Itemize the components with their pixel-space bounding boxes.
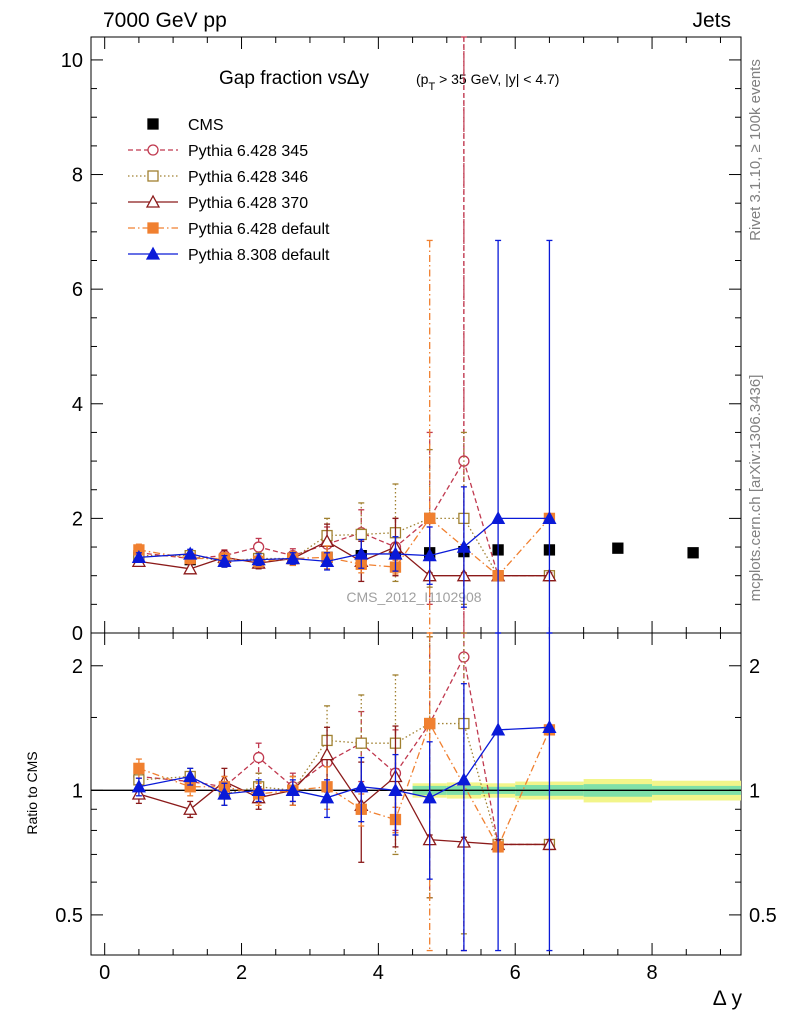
series-line: [138, 459, 550, 577]
data-point: [456, 539, 471, 553]
ratio-y-tick-label-right: 0.5: [749, 905, 777, 927]
data-point: [388, 546, 403, 560]
main-plot-title: Gap fraction vsΔy: [219, 68, 369, 89]
series-pythia-6-428-370: [131, 517, 557, 583]
data-point: [687, 547, 699, 559]
y-tick-label: 4: [72, 394, 83, 416]
legend-label: Pythia 6.428 default: [188, 221, 330, 238]
data-point: [612, 542, 624, 554]
series-line: [138, 540, 550, 577]
ratio-data-point: [456, 772, 471, 786]
y-tick-label: 0: [72, 623, 83, 645]
data-point: [285, 551, 300, 565]
y-tick-label: 10: [61, 50, 83, 72]
ratio-data-point: [388, 782, 403, 796]
ratio-series: [131, 632, 557, 952]
ratio-data-point: [217, 786, 232, 800]
ratio-plot-panel: 0.5 0.5 1 1 2 2 0 2 4 6 8 Ratio to CMS Δ y: [24, 632, 777, 1010]
ratio-data-point: [131, 779, 146, 793]
ratio-data-point: [285, 782, 300, 796]
ratio-y-tick-label: 2: [72, 656, 83, 678]
legend-marker: [147, 144, 159, 156]
legend-entry-pythia-6-428-345: Pythia 6.428 345: [128, 143, 308, 160]
ratio-data-point: [354, 779, 369, 793]
data-point: [252, 541, 265, 553]
legend-label: CMS: [188, 117, 224, 134]
legend-entry-pythia-8-308-default: Pythia 8.308 default: [128, 246, 330, 264]
ratio-series-pythia-8-308-default: [131, 632, 557, 952]
legend-label: Pythia 6.428 346: [188, 169, 308, 186]
data-point: [491, 511, 506, 525]
ratio-data-point: [183, 801, 198, 815]
ratio-data-point: [422, 790, 437, 804]
series-line: [138, 517, 550, 563]
ratio-series-line: [138, 753, 550, 846]
ratio-data-point: [355, 737, 367, 749]
ratio-y-tick-label: 0.5: [55, 905, 83, 927]
data-point: [131, 549, 146, 564]
ratio-series-line: [138, 722, 550, 846]
ratio-series-line: [138, 654, 550, 846]
ratio-data-point: [424, 717, 436, 730]
ratio-y-tick-label-right: 2: [749, 656, 760, 678]
x-tick-label: 8: [646, 962, 657, 984]
x-tick-label: 2: [236, 962, 247, 984]
data-point: [355, 528, 367, 541]
ratio-data-point: [183, 769, 198, 783]
x-tick-label: 0: [99, 962, 110, 984]
legend-entry-cms: CMS: [147, 117, 224, 134]
legend-marker: [147, 222, 159, 234]
legend-label: Pythia 6.428 370: [188, 195, 308, 212]
y-tick-label: 2: [72, 508, 83, 530]
legend-marker: [145, 194, 161, 208]
main-plot-title-suffix: (pT > 35 GeV, |y| < 4.7): [416, 71, 559, 93]
legend-entry-pythia-6-428-370: Pythia 6.428 370: [128, 194, 308, 212]
x-tick-label: 4: [373, 962, 384, 984]
data-point: [354, 546, 369, 560]
legend-entry-pythia-6-428-default: Pythia 6.428 default: [128, 221, 330, 238]
ratio-series-line: [138, 726, 550, 799]
ratio-ylabel: Ratio to CMS: [24, 751, 40, 834]
main-plot-panel: Gap fraction vsΔy (pT > 35 GeV, |y| < 4.…: [61, 36, 742, 645]
y-tick-label: 8: [72, 165, 83, 187]
legend: CMS Pythia 6.428 345 Pythia 6.428 346 Pythi…: [128, 117, 330, 264]
ratio-data-point: [133, 762, 145, 775]
data-point: [183, 561, 198, 575]
legend-marker: [145, 246, 161, 260]
header-right: Jets: [692, 9, 731, 32]
legend-label: Pythia 6.428 345: [188, 143, 308, 160]
ratio-data-point: [251, 782, 266, 796]
data-point: [217, 554, 232, 568]
analysis-id: CMS_2012_I1102908: [346, 589, 481, 605]
xlabel: Δ y: [713, 987, 743, 1010]
legend-label: Pythia 8.308 default: [188, 247, 330, 264]
data-point: [542, 511, 557, 525]
ratio-data-point: [252, 751, 265, 764]
data-point: [183, 546, 198, 560]
data-point: [319, 554, 335, 568]
ratio-y-tick-label-right: 1: [749, 780, 760, 802]
legend-entry-pythia-6-428-346: Pythia 6.428 346: [128, 169, 308, 186]
data-point: [424, 512, 436, 525]
ratio-data-point: [319, 747, 335, 761]
ratio-axes: 0.5 0.5 1 1 2 2 0 2 4 6 8: [55, 633, 777, 984]
legend-marker: [147, 170, 159, 182]
series-pythia-8-308-default: [131, 239, 557, 634]
ratio-y-tick-label: 1: [72, 780, 83, 802]
series-pythia-6-428-346: [133, 431, 556, 605]
data-point: [422, 548, 437, 562]
main-series: [131, 36, 699, 634]
data-point: [251, 552, 266, 566]
ratio-data-point: [319, 790, 335, 804]
rivet-label: Rivet 3.1.10, ≥ 100k events: [747, 59, 764, 241]
ratio-data-point: [542, 719, 557, 733]
y-tick-label: 6: [72, 279, 83, 301]
header-left: 7000 GeV pp: [103, 9, 227, 32]
x-tick-label: 6: [510, 962, 521, 984]
ratio-data-point: [491, 722, 506, 736]
legend-marker: [147, 118, 159, 130]
mcplots-label: mcplots.cern.ch [arXiv:1306.3436]: [747, 375, 764, 602]
